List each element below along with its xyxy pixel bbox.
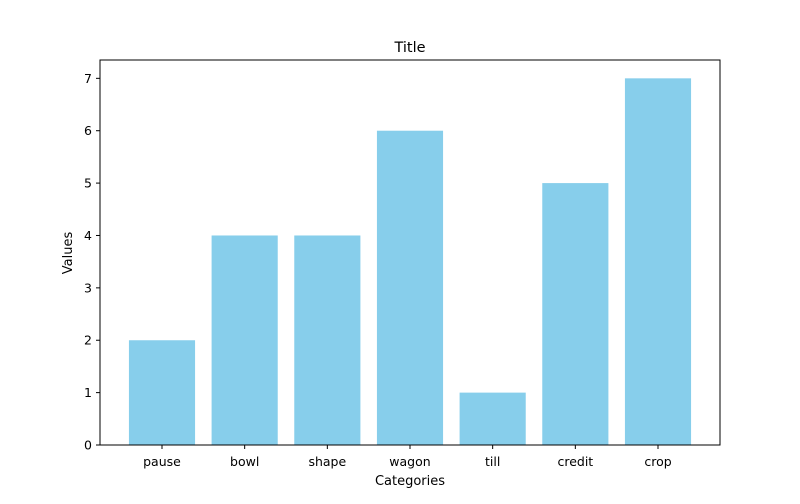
x-tick-label-till: till [485,454,500,469]
x-tick-label-shape: shape [308,454,346,469]
bar-shape [294,235,361,445]
y-tick-label-0: 0 [84,438,92,453]
chart-title: Title [393,40,425,56]
bar-credit [542,183,609,445]
x-axis-label: Categories [375,474,445,489]
ticks-layer: 0 1 2 3 4 5 6 7 pause bowl shape wagon till credit cro… [84,71,672,469]
x-tick-label-crop: crop [644,454,671,469]
x-tick-label-pause: pause [143,454,181,469]
y-tick-label-6: 6 [84,123,92,138]
bar-bowl [211,235,278,445]
bar-wagon [376,130,444,445]
y-tick-label-1: 1 [84,385,92,400]
y-axis-label: Values [61,232,76,275]
y-tick-label-7: 7 [84,71,92,86]
bar-pause [128,340,196,445]
y-tick-label-5: 5 [84,176,92,191]
x-tick-label-credit: credit [557,454,593,469]
y-tick-label-3: 3 [84,280,92,295]
y-tick-label-4: 4 [84,228,92,243]
y-tick-label-2: 2 [84,333,92,348]
bar-crop [624,78,692,445]
x-tick-label-bowl: bowl [230,454,259,469]
bars-layer [128,78,692,445]
bar-till [459,392,526,445]
x-tick-label-wagon: wagon [389,454,430,469]
